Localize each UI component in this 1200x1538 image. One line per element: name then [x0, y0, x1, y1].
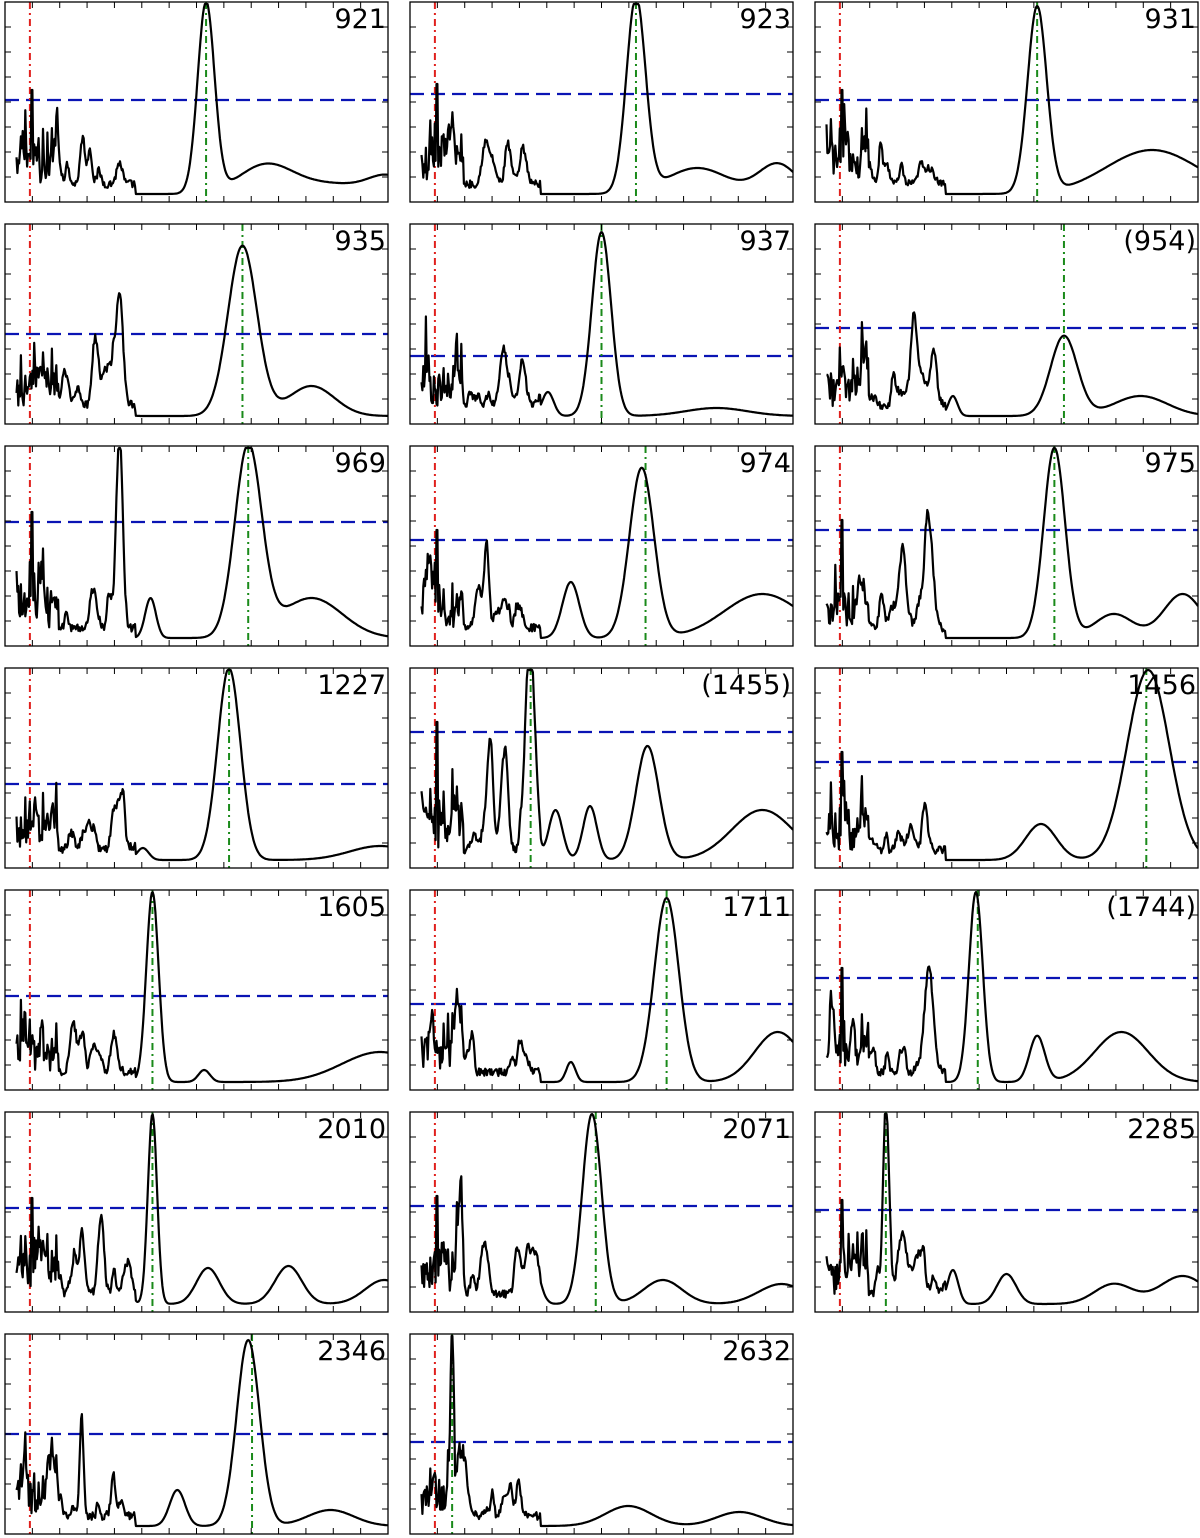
panel-label: 1711 — [722, 892, 791, 923]
panel-label: 975 — [1144, 448, 1196, 479]
periodogram-curve — [15, 668, 388, 862]
panel: 1227 — [4, 667, 389, 869]
periodogram-curve — [420, 2, 793, 196]
panel-frame — [814, 889, 1199, 1091]
panel-frame — [409, 223, 794, 425]
panel-label: 1456 — [1127, 670, 1196, 701]
panel-frame — [409, 445, 794, 647]
periodogram-curve — [15, 244, 388, 418]
panel: 2632 — [409, 1333, 794, 1535]
panel-label: 937 — [739, 226, 791, 257]
periodogram-curve — [420, 1334, 793, 1528]
panel-label: 1227 — [317, 670, 386, 701]
panel: 2071 — [409, 1111, 794, 1313]
panel-label: 921 — [334, 4, 386, 35]
panel: 2285 — [814, 1111, 1199, 1313]
panel-frame — [4, 889, 389, 1091]
panel-label: 2632 — [722, 1336, 791, 1367]
periodogram-curve — [15, 446, 388, 640]
panel-frame — [409, 889, 794, 1091]
panel: 931 — [814, 1, 1199, 203]
panel: 1711 — [409, 889, 794, 1091]
panel-frame — [409, 1333, 794, 1535]
panel-frame — [814, 1, 1199, 203]
panel: 975 — [814, 445, 1199, 647]
panel: 2010 — [4, 1111, 389, 1313]
panel: 937 — [409, 223, 794, 425]
panel-label: 2285 — [1127, 1114, 1196, 1145]
periodogram-curve — [15, 1113, 388, 1305]
periodogram-curve — [825, 668, 1198, 862]
panel-frame — [814, 445, 1199, 647]
panel-label: 974 — [739, 448, 791, 479]
panel: 1605 — [4, 889, 389, 1091]
panel-label: (1744) — [1106, 892, 1196, 923]
panel: (954) — [814, 223, 1199, 425]
periodogram-curve — [420, 466, 793, 639]
panel-frame — [4, 223, 389, 425]
periodogram-curve — [825, 1112, 1198, 1306]
panel-frame — [4, 1111, 389, 1313]
panel: (1744) — [814, 889, 1199, 1091]
panel-frame — [814, 223, 1199, 425]
panel-frame — [4, 1333, 389, 1535]
panel: (1455) — [409, 667, 794, 869]
periodogram-curve — [15, 1338, 388, 1528]
periodogram-curve — [420, 1113, 793, 1305]
panel-frame — [409, 667, 794, 869]
panel-label: 935 — [334, 226, 386, 257]
panel-frame — [409, 1111, 794, 1313]
panel-label: 923 — [739, 4, 791, 35]
panel-label: 2346 — [317, 1336, 386, 1367]
panel: 974 — [409, 445, 794, 647]
panel-label: (1455) — [701, 670, 791, 701]
panel-frame — [814, 1111, 1199, 1313]
panel-label: 931 — [1144, 4, 1196, 35]
panel: 969 — [4, 445, 389, 647]
periodogram-curve — [825, 446, 1198, 640]
panel-frame — [4, 1, 389, 203]
panel: 2346 — [4, 1333, 389, 1535]
panel-label: 2010 — [317, 1114, 386, 1145]
panel-frame — [409, 1, 794, 203]
panel-label: 969 — [334, 448, 386, 479]
panel-label: 1605 — [317, 892, 386, 923]
periodogram-curve — [15, 2, 388, 196]
periodogram-curve — [825, 890, 1198, 1084]
panel-frame — [814, 667, 1199, 869]
panel: 1456 — [814, 667, 1199, 869]
panel-frame — [4, 667, 389, 869]
panel-frame — [4, 445, 389, 647]
periodogram-curve — [826, 311, 1198, 418]
periodogram-curve — [825, 5, 1198, 196]
panel-label: 2071 — [722, 1114, 791, 1145]
periodogram-curve — [420, 231, 793, 417]
panel: 935 — [4, 223, 389, 425]
panel: 923 — [409, 1, 794, 203]
periodogram-curve — [420, 668, 793, 860]
periodogram-curve — [420, 896, 793, 1084]
panel: 921 — [4, 1, 389, 203]
panel-label: (954) — [1123, 226, 1196, 257]
periodogram-curve — [15, 891, 388, 1084]
